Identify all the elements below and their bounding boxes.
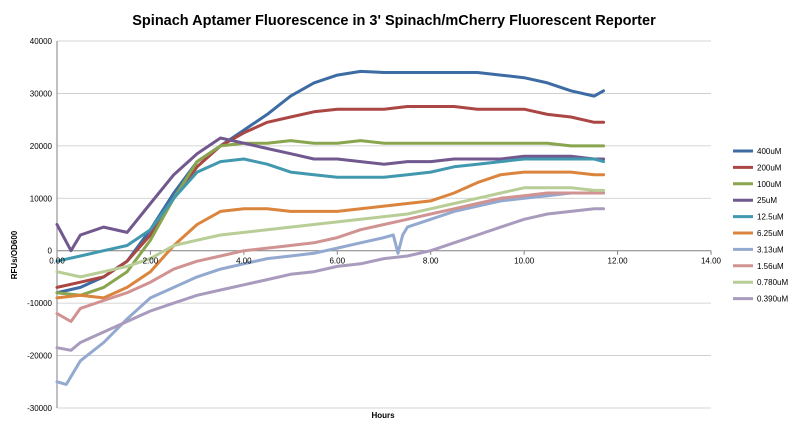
y-tick-label: -30000 (27, 404, 52, 413)
legend-label: 12.5uM (757, 213, 784, 222)
series-line-3 (55, 139, 606, 297)
x-tick-label: 8.00 (423, 257, 439, 266)
x-tick-label: 14.00 (701, 257, 722, 266)
series-line-10 (55, 207, 606, 352)
x-tick-label: 4.00 (236, 257, 252, 266)
legend-label: 400uM (757, 147, 782, 156)
legend-label: 100uM (757, 180, 782, 189)
legend-label: 200uM (757, 163, 782, 172)
legend-label: 0.390uM (757, 295, 788, 304)
legend: 400uM 200uM 100uM 25uM 12.5uM 6.25uM 3.13uM 1.5… (733, 147, 788, 304)
y-tick-label: -10000 (27, 299, 52, 308)
gridlines (57, 40, 711, 409)
series-line-8 (55, 191, 606, 323)
chart-title: Spinach Aptamer Fluorescence in 3' Spina… (132, 13, 656, 29)
legend-label: 6.25uM (757, 229, 784, 238)
x-tick-label: 0.00 (49, 257, 65, 266)
x-axis-title: Hours (371, 411, 395, 420)
tick-labels: -30000 -20000 -10000 0 10000 20000 30000 40000 0… (27, 37, 721, 413)
series-line-6 (55, 170, 606, 300)
x-tick-label: 12.00 (608, 257, 629, 266)
y-tick-label: 40000 (30, 37, 53, 46)
legend-label: 25uM (757, 196, 777, 205)
series-line-4 (55, 136, 606, 253)
x-tick-label: 10.00 (514, 257, 535, 266)
x-tick-label: 6.00 (329, 257, 345, 266)
series-line-2 (55, 105, 606, 289)
y-tick-label: 10000 (30, 194, 53, 203)
legend-label: 3.13uM (757, 245, 784, 254)
y-tick-label: 30000 (30, 89, 53, 98)
series-line-5 (55, 157, 606, 263)
y-axis-title: RFUs/OD600 (10, 230, 19, 279)
series-line-9 (55, 186, 606, 279)
y-tick-label: 20000 (30, 142, 53, 151)
y-tick-label: 0 (48, 247, 53, 256)
x-tick-label: 2.00 (143, 257, 159, 266)
series-lines (55, 69, 606, 386)
series-line-7 (55, 191, 606, 386)
legend-label: 1.56uM (757, 262, 784, 271)
legend-label: 0.780uM (757, 278, 788, 287)
y-tick-label: -20000 (27, 352, 52, 361)
